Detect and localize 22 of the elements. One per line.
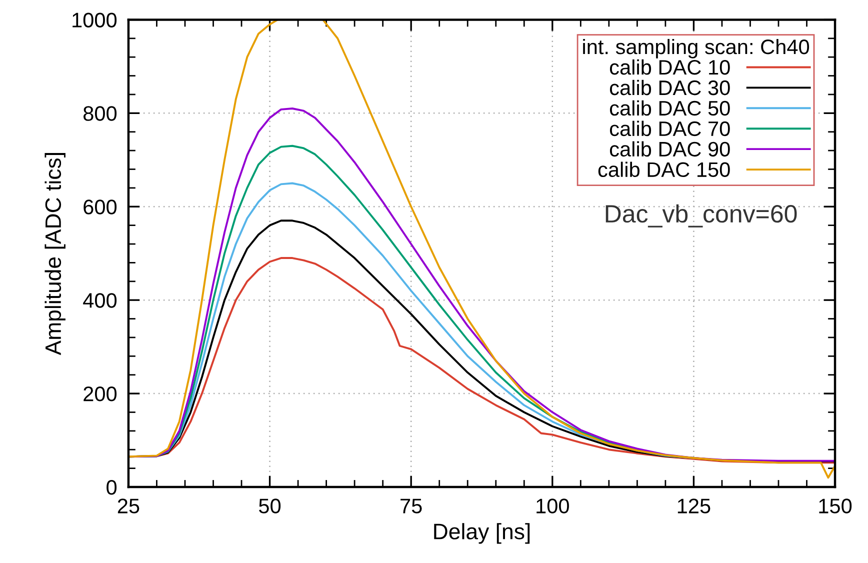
x-tick-label: 50 bbox=[259, 498, 281, 514]
x-tick-label: 100 bbox=[536, 498, 569, 514]
legend-label: calib DAC 50 bbox=[610, 100, 730, 116]
x-tick-label: 150 bbox=[819, 498, 852, 514]
legend-label: calib DAC 70 bbox=[610, 120, 730, 136]
legend-label: calib DAC 90 bbox=[610, 141, 730, 157]
legend-label: calib DAC 10 bbox=[610, 59, 730, 75]
annotation: Dac_vb_conv=60 bbox=[606, 204, 797, 228]
y-tick-label: 600 bbox=[84, 200, 117, 214]
y-tick-label: 1000 bbox=[72, 12, 117, 28]
x-axis-title: Delay [ns] bbox=[434, 523, 530, 544]
legend-label: calib DAC 30 bbox=[610, 80, 730, 96]
legend-title: int. sampling scan: Ch40 bbox=[583, 38, 810, 58]
x-tick-label: 125 bbox=[678, 498, 710, 514]
x-tick-label: 25 bbox=[118, 498, 140, 514]
x-tick-label: 75 bbox=[400, 498, 422, 514]
legend-label: calib DAC 150 bbox=[598, 162, 730, 178]
y-tick-label: 400 bbox=[83, 293, 117, 308]
y-tick-label: 200 bbox=[84, 386, 117, 402]
y-axis-title: Amplitude [ADC tics] bbox=[44, 153, 66, 356]
y-tick-label: 800 bbox=[84, 106, 117, 121]
y-tick-label: 0 bbox=[106, 480, 117, 495]
